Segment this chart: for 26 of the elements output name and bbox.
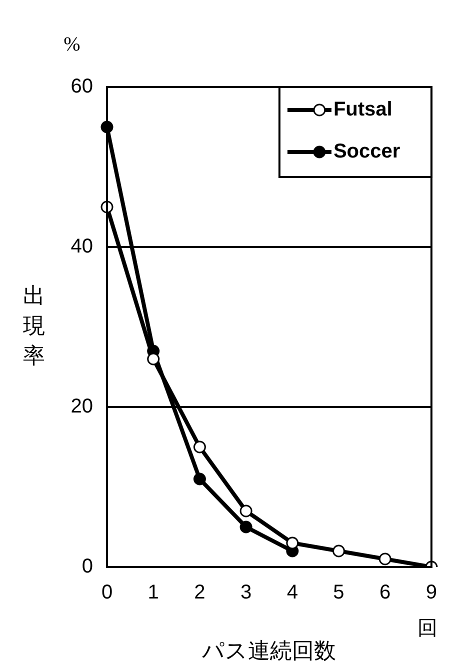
point [147, 352, 160, 366]
y-tick-label: 60 [70, 76, 93, 98]
x-axis-title: パス連続回数 [201, 638, 336, 663]
point [286, 536, 299, 550]
legend-label: Soccer [333, 140, 400, 163]
x-tick-label: 6 [380, 582, 391, 604]
x-tick-label: 3 [240, 582, 252, 604]
y-axis-title: 出現率 [23, 282, 45, 368]
y-tick-label: 0 [82, 556, 93, 578]
text: % [64, 33, 80, 56]
x-tick-label: 2 [194, 582, 206, 604]
x-tick-label: 0 [101, 582, 113, 604]
x-tick-label: 1 [148, 582, 159, 604]
point [240, 504, 252, 518]
y-tick-label: 40 [70, 236, 93, 258]
legend-label: Futsal [333, 98, 392, 121]
text: 回 [417, 617, 438, 640]
x-tick-label: 5 [333, 582, 344, 604]
x-tick-label: 4 [286, 582, 298, 604]
point [332, 544, 345, 558]
point [193, 472, 206, 486]
point [240, 520, 252, 534]
x-tick-label: 9 [426, 582, 437, 604]
point [378, 552, 392, 566]
point [193, 440, 206, 454]
y-tick-label: 20 [70, 396, 93, 418]
